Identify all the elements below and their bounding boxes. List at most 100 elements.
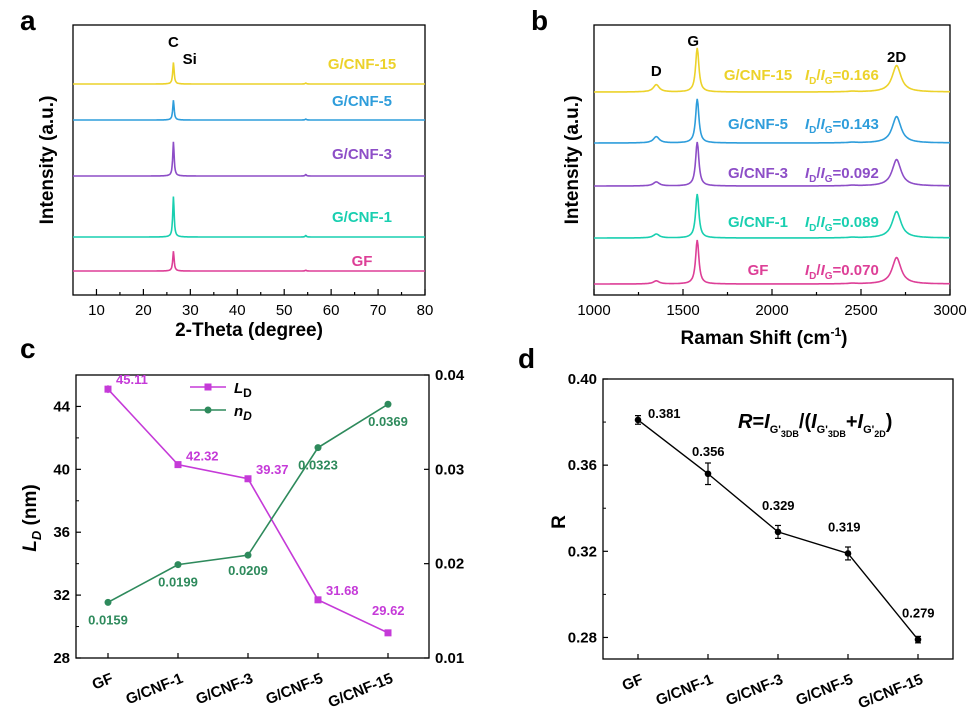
ratio-sub-d: D <box>809 174 816 185</box>
panel-label-c: c <box>20 333 36 364</box>
panel-c-y-axis-title: LD (nm) <box>20 484 44 551</box>
panel-c-nd-point <box>244 551 252 559</box>
legend-nd-main: n <box>234 403 243 420</box>
panel-c-legend-ld-marker <box>204 383 212 391</box>
ratio-sub-g: G <box>825 223 833 234</box>
panel-c-nd-data-label: 0.0199 <box>158 575 198 590</box>
panel-a-x-axis-title: 2-Theta (degree) <box>175 320 323 341</box>
ratio-sub-g: G <box>825 125 833 136</box>
ratio-sub-d: D <box>809 76 816 87</box>
formula-i2: I <box>811 411 817 433</box>
panel-d-point <box>634 416 642 424</box>
formula-sub2b: 3DB <box>828 429 847 439</box>
panel-b-series-label-2: G/CNF-3 <box>728 165 788 182</box>
panel-c-ld-data-label: 29.62 <box>372 603 405 618</box>
panel-b-series-label-1: G/CNF-5 <box>728 116 788 133</box>
panel-d-data-label: 0.279 <box>902 606 935 621</box>
panel-a-x-tick-label: 80 <box>417 302 434 319</box>
panel-c-y-axis-title-end: (nm) <box>20 484 41 530</box>
ratio-sub-g: G <box>825 76 833 87</box>
panel-b-y-axis-title: Intensity (a.u.) <box>562 96 583 225</box>
panel-d-data-label: 0.381 <box>648 406 681 421</box>
panel-c-ld-data-label: 31.68 <box>326 583 359 598</box>
panel-c-ld-data-label: 39.37 <box>256 462 289 477</box>
panel-c-legend-nd-marker <box>204 406 212 414</box>
panel-a-annotation-c: C <box>168 34 179 51</box>
panel-d-y-tick-label: 0.28 <box>568 629 597 646</box>
legend-ld-main: L <box>234 380 243 397</box>
panel-c-y2-tick-label: 0.04 <box>435 367 465 384</box>
ratio-i: I <box>805 116 810 133</box>
panel-c-legend-ld-label: LD <box>234 380 252 400</box>
ratio-i: I <box>821 214 826 231</box>
panel-a-series-label-3: G/CNF-1 <box>332 209 392 226</box>
panel-b-series-label-3: G/CNF-1 <box>728 214 788 231</box>
ratio-value: =0.092 <box>833 165 879 182</box>
ratio-sub-d: D <box>809 271 816 282</box>
panel-c-x-tick-label: G/CNF-15 <box>326 670 396 711</box>
panel-d-point <box>774 528 782 536</box>
panel-a-series-label-0: G/CNF-15 <box>328 56 396 73</box>
panel-a-series-label-2: G/CNF-3 <box>332 146 392 163</box>
panel-b-x-tick-label: 1500 <box>666 302 699 319</box>
panel-d-x-tick-label: G/CNF-3 <box>723 671 785 709</box>
panel-b-ratio-label-3: ID/IG=0.089 <box>805 214 879 234</box>
ratio-sub-g: G <box>825 271 833 282</box>
panel-a-x-tick-label: 70 <box>370 302 387 319</box>
panel-d-x-tick-label: G/CNF-1 <box>653 671 715 709</box>
ratio-i: I <box>821 165 826 182</box>
panel-d-point <box>914 636 922 643</box>
ratio-value: =0.070 <box>833 262 879 279</box>
panel-b-x-axis-title-sup: -1 <box>830 325 841 339</box>
panel-c-nd-data-label: 0.0369 <box>368 414 408 429</box>
panel-c-y-axis-title-main: L <box>20 540 41 552</box>
panel-b-ratio-label-2: ID/IG=0.092 <box>805 165 879 185</box>
formula-plus: + <box>846 411 858 433</box>
formula-mid: /( <box>799 411 812 433</box>
panel-label-b: b <box>531 5 548 36</box>
panel-c-nd-point <box>384 400 392 408</box>
panel-b-series-0 <box>594 47 950 93</box>
panel-c-y-axis-title-sub: D <box>29 530 44 540</box>
panel-c-y-tick-label: 36 <box>53 524 70 541</box>
panel-a-y-axis-title: Intensity (a.u.) <box>37 96 58 225</box>
panel-c-x-tick-label: G/CNF-5 <box>263 670 325 708</box>
formula-eq: = <box>752 411 764 433</box>
panel-a-series-3 <box>73 196 425 238</box>
ratio-slash: / <box>816 214 821 231</box>
panel-c-x-tick-label: GF <box>90 670 116 694</box>
ratio-i: I <box>805 262 810 279</box>
panel-c-x-tick-label: G/CNF-1 <box>123 670 185 708</box>
panel-b-series-4 <box>594 239 950 285</box>
panel-d-point <box>844 550 852 557</box>
panel-c-y2-tick-label: 0.02 <box>435 556 464 573</box>
panel-d-x-tick-label: GF <box>620 671 646 695</box>
panel-b-x-axis-title-end: ) <box>841 328 847 349</box>
panel-d-r-chart: 0.28 0.32 0.36 0.40 GF G/CNF-1 G/CNF-3 G/CNF-5… <box>549 371 954 712</box>
panel-b-series-1 <box>594 98 950 144</box>
panel-c-ld-data-label: 45.11 <box>116 372 148 387</box>
panel-c-nd-point <box>314 444 322 452</box>
panel-a-x-tick-label: 60 <box>323 302 340 319</box>
panel-a-series-1 <box>73 100 425 121</box>
ratio-slash: / <box>816 116 821 133</box>
panel-b-x-tick-label: 3000 <box>933 302 966 319</box>
panel-c-y-tick-label: 28 <box>53 650 70 667</box>
panel-d-formula: R=IG'3DB/(IG'3DB+IG'2D) <box>738 411 892 439</box>
panel-label-d: d <box>518 343 535 374</box>
panel-a-series-4 <box>73 251 425 272</box>
formula-sub1: G' <box>770 424 782 436</box>
panel-c-nd-data-label: 0.0323 <box>298 458 338 473</box>
panel-a-xrd-chart: 10 20 30 40 50 60 70 80 CSi G/CNF-15 G/CNF-5 G/CN… <box>37 24 434 341</box>
ratio-i: I <box>821 262 826 279</box>
formula-r: R <box>738 411 753 433</box>
panel-a-x-tick-label: 30 <box>182 302 199 319</box>
panel-c-nd-data-label: 0.0209 <box>228 563 268 578</box>
panel-c-y-tick-label: 40 <box>53 461 70 478</box>
panel-c-y2-tick-label: 0.01 <box>435 650 464 667</box>
panel-a-annotation-si: Si <box>183 51 197 68</box>
panel-b-x-tick-label: 2000 <box>755 302 788 319</box>
legend-nd-sub: D <box>243 409 252 423</box>
